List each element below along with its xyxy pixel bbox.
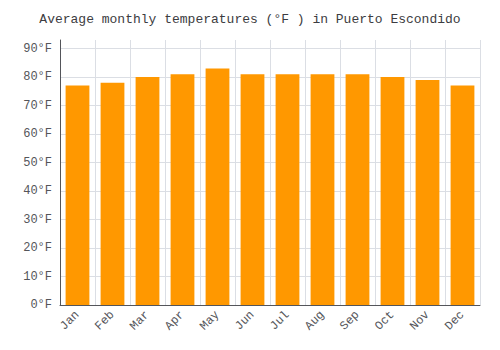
- svg-text:Dec: Dec: [442, 308, 467, 333]
- svg-text:May: May: [197, 308, 222, 333]
- svg-text:Jul: Jul: [267, 308, 292, 333]
- svg-text:70°F: 70°F: [23, 99, 52, 113]
- svg-text:Average monthly temperatures (: Average monthly temperatures (°F ) in Pu…: [39, 12, 460, 27]
- svg-text:Oct: Oct: [372, 308, 397, 333]
- svg-text:0°F: 0°F: [30, 298, 52, 312]
- svg-text:Jan: Jan: [57, 308, 82, 333]
- svg-text:Aug: Aug: [302, 308, 327, 333]
- svg-text:30°F: 30°F: [23, 213, 52, 227]
- svg-text:10°F: 10°F: [23, 270, 52, 284]
- svg-text:50°F: 50°F: [23, 156, 52, 170]
- svg-text:Mar: Mar: [127, 308, 152, 333]
- svg-text:90°F: 90°F: [23, 42, 52, 56]
- svg-text:60°F: 60°F: [23, 127, 52, 141]
- svg-text:Sep: Sep: [337, 308, 362, 333]
- svg-text:Feb: Feb: [92, 308, 117, 333]
- svg-text:40°F: 40°F: [23, 184, 52, 198]
- svg-text:20°F: 20°F: [23, 241, 52, 255]
- svg-text:Nov: Nov: [407, 308, 432, 333]
- svg-text:80°F: 80°F: [23, 70, 52, 84]
- svg-text:Apr: Apr: [162, 308, 187, 333]
- svg-text:Jun: Jun: [232, 308, 257, 333]
